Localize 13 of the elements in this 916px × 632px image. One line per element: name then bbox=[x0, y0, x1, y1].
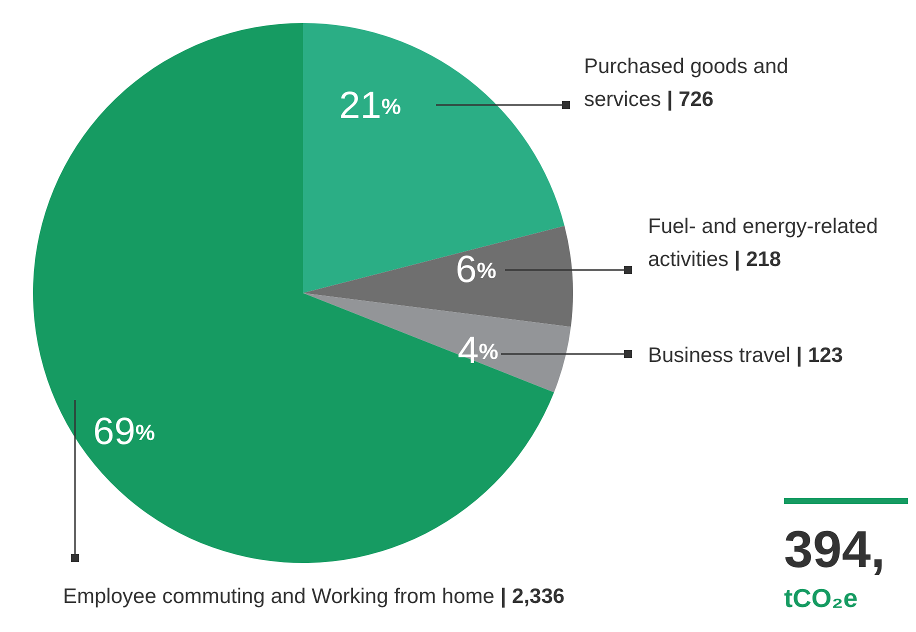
slice-label: Business travel | 123 bbox=[648, 343, 844, 369]
pie-slice bbox=[303, 23, 565, 293]
data-label: 69% bbox=[93, 411, 155, 453]
pie-slice bbox=[303, 226, 573, 327]
data-label: 21% bbox=[339, 85, 401, 127]
slice-label: Fuel- and energy-related activities | 218 bbox=[648, 214, 879, 273]
slice-label: Purchased goods and services | 726 bbox=[584, 54, 790, 113]
pie-slice bbox=[33, 23, 554, 563]
text: tCO₂e bbox=[784, 582, 858, 614]
data-label: 6% bbox=[456, 249, 496, 291]
text: 394, bbox=[784, 520, 886, 580]
slice-label: Employee commuting and Working from home | 2,336 bbox=[63, 584, 566, 610]
pie-slice bbox=[303, 293, 571, 392]
